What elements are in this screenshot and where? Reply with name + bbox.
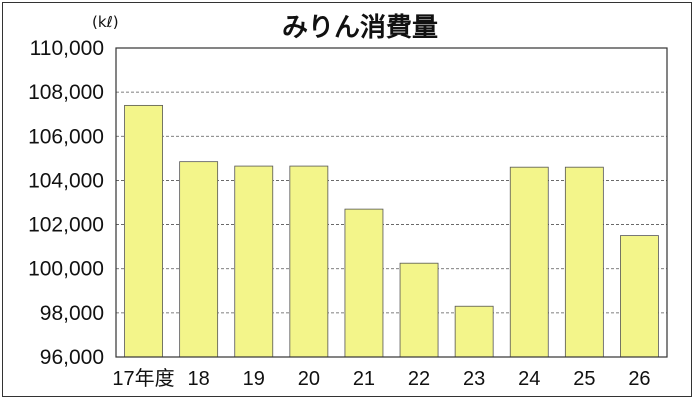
x-tick-label: 23 [463,368,485,390]
bar [399,262,439,358]
bars [124,104,659,358]
y-tick-label: 98,000 [40,302,104,325]
x-tick-label: 19 [243,368,265,390]
bar [509,166,549,358]
x-tick-label: 22 [408,368,430,390]
y-tick-label: 106,000 [28,125,104,148]
x-tick-label: 20 [298,368,320,390]
y-tick-label: 104,000 [28,169,104,192]
bar [124,104,163,358]
bar [564,166,604,358]
bar [179,161,219,358]
x-tick-label: 21 [353,368,375,390]
bar [344,208,384,358]
bar [454,305,494,358]
y-tick-label: 108,000 [28,81,104,104]
bar [234,165,274,358]
y-tick-label: 96,000 [40,346,104,369]
plot-area-border [115,47,668,358]
x-tick-label: 17年度 [112,367,174,390]
y-tick-label: 100,000 [28,258,104,281]
x-tick-label: 24 [518,368,540,390]
bar [289,165,329,358]
x-tick-label: 25 [573,368,595,390]
y-tick-label: 102,000 [28,214,104,237]
x-tick-label: 18 [188,368,210,390]
x-tick-label: 26 [628,368,650,390]
bar [620,235,659,358]
y-tick-label: 110,000 [30,37,104,60]
y-axis-ticks: 96,000 98,000 100,000 102,000 104,000 106,000… [28,37,104,369]
chart-title: みりん消費量 [282,13,438,43]
x-axis-ticks: 17年度 18 19 20 21 22 23 24 25 26 [112,367,650,390]
y-unit-label: (kℓ) [92,13,119,31]
